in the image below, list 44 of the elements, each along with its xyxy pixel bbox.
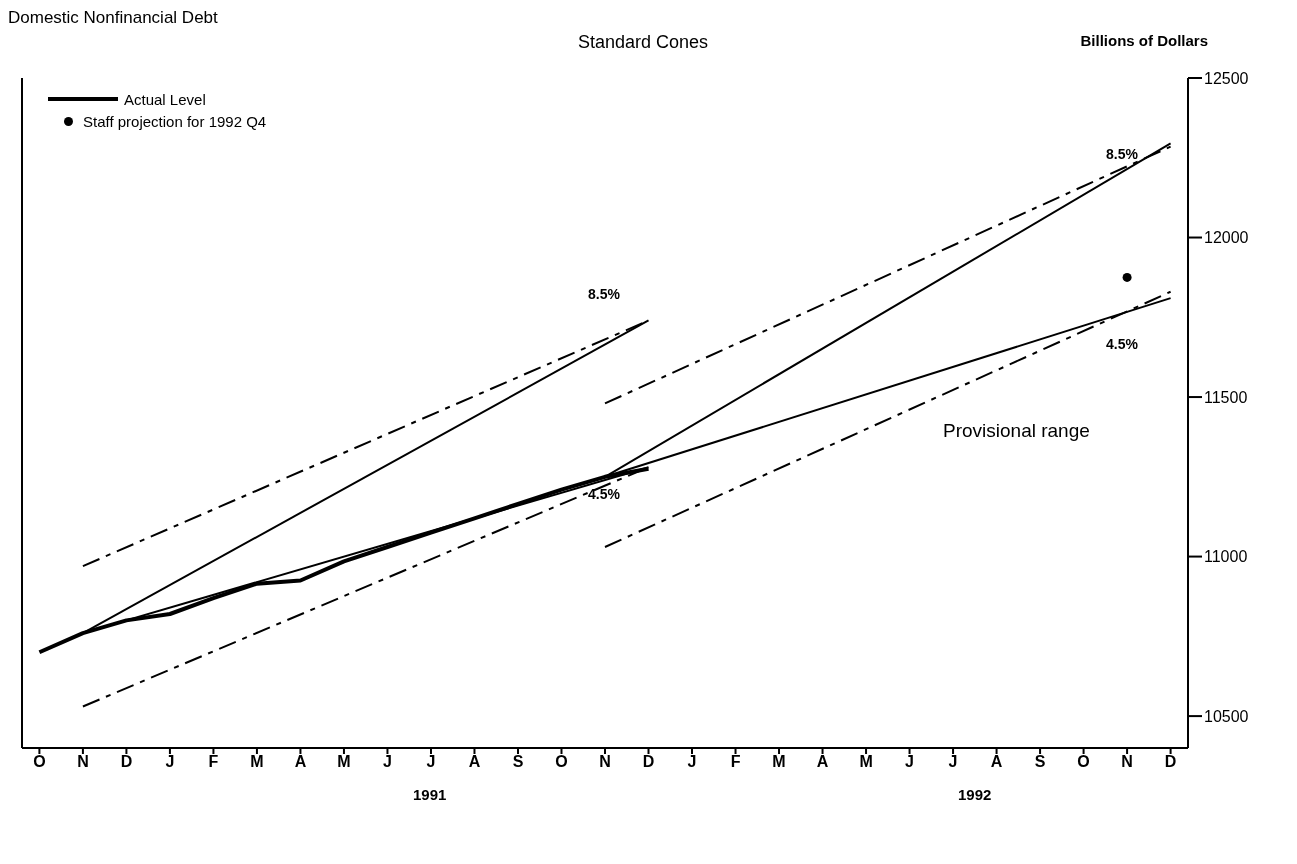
chart-title: Domestic Nonfinancial Debt bbox=[8, 8, 219, 29]
text: 1992 bbox=[958, 786, 992, 803]
x-tick-label: D bbox=[120, 753, 133, 771]
x-tick-label: A bbox=[816, 753, 829, 771]
y-tick-label: 12000 bbox=[1204, 229, 1249, 247]
y-tick-label: 10500 bbox=[1204, 707, 1249, 725]
x-tick-label: F bbox=[730, 753, 741, 771]
annotation: 4.5% bbox=[588, 486, 620, 502]
y-tick-label: 11500 bbox=[1204, 388, 1248, 406]
annotation: 4.5% bbox=[1106, 336, 1138, 352]
y-tick-label: 12500 bbox=[1204, 69, 1249, 87]
x-tick-label: O bbox=[555, 753, 568, 771]
x-tick-label: J bbox=[426, 753, 436, 771]
x-tick-label: J bbox=[905, 753, 915, 771]
annotation: 8.5% bbox=[588, 286, 620, 302]
x-tick-label: O bbox=[1077, 753, 1090, 771]
y-tick-label: 11000 bbox=[1204, 548, 1248, 566]
x-tick-label: J bbox=[687, 753, 697, 771]
legend-label: Actual Level bbox=[124, 90, 206, 108]
annotation: Provisional range bbox=[943, 420, 1090, 442]
x-tick-label: N bbox=[77, 753, 89, 771]
x-tick-label: M bbox=[859, 753, 873, 771]
text: 1991 bbox=[413, 786, 447, 803]
x-tick-label: S bbox=[1034, 753, 1046, 771]
chart-subtitle: Standard Cones bbox=[577, 32, 709, 52]
x-tick-label: D bbox=[642, 753, 655, 771]
x-tick-label: O bbox=[33, 753, 46, 771]
x-tick-label: M bbox=[772, 753, 786, 771]
x-tick-label: A bbox=[468, 753, 481, 771]
x-tick-label: J bbox=[165, 753, 175, 771]
x-tick-label: A bbox=[294, 753, 307, 771]
x-tick-label: N bbox=[1121, 753, 1133, 771]
x-tick-label: S bbox=[512, 753, 524, 771]
x-tick-label: J bbox=[948, 753, 958, 771]
legend-label: Staff projection for 1992 Q4 bbox=[83, 112, 267, 130]
x-tick-label: F bbox=[208, 753, 219, 771]
x-tick-label: M bbox=[250, 753, 264, 771]
x-tick-label: D bbox=[1164, 753, 1177, 771]
x-tick-label: J bbox=[383, 753, 392, 771]
x-tick-label: N bbox=[599, 753, 611, 771]
x-tick-label: M bbox=[337, 753, 351, 771]
x-tick-label: A bbox=[990, 753, 1003, 771]
y-axis-title: Billions of Dollars bbox=[1080, 32, 1208, 49]
annotation: 8.5% bbox=[1106, 146, 1138, 162]
